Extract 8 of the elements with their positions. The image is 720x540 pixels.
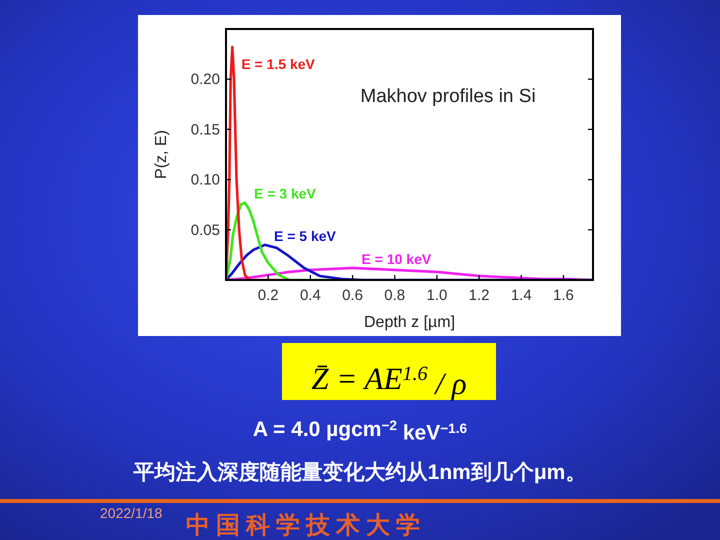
xlabel: Depth z [µm] [364,314,456,331]
annotation: 2022/1/18 [100,505,162,521]
annotation: A = 4.0 µgcm$^{−2}$ keV$^{−1.6}$ [252,418,468,444]
annotation: 平均注入深度随能量变化大约从1nm到几个μm。 [134,461,586,484]
title: Makhov profiles in Si [360,86,536,107]
annotation: Z̄ = AE$^{1.6}$ / ρ [311,361,467,401]
annotation: 中国科学技术大学 [186,513,426,539]
ylabel: P(z, E) [153,130,170,179]
